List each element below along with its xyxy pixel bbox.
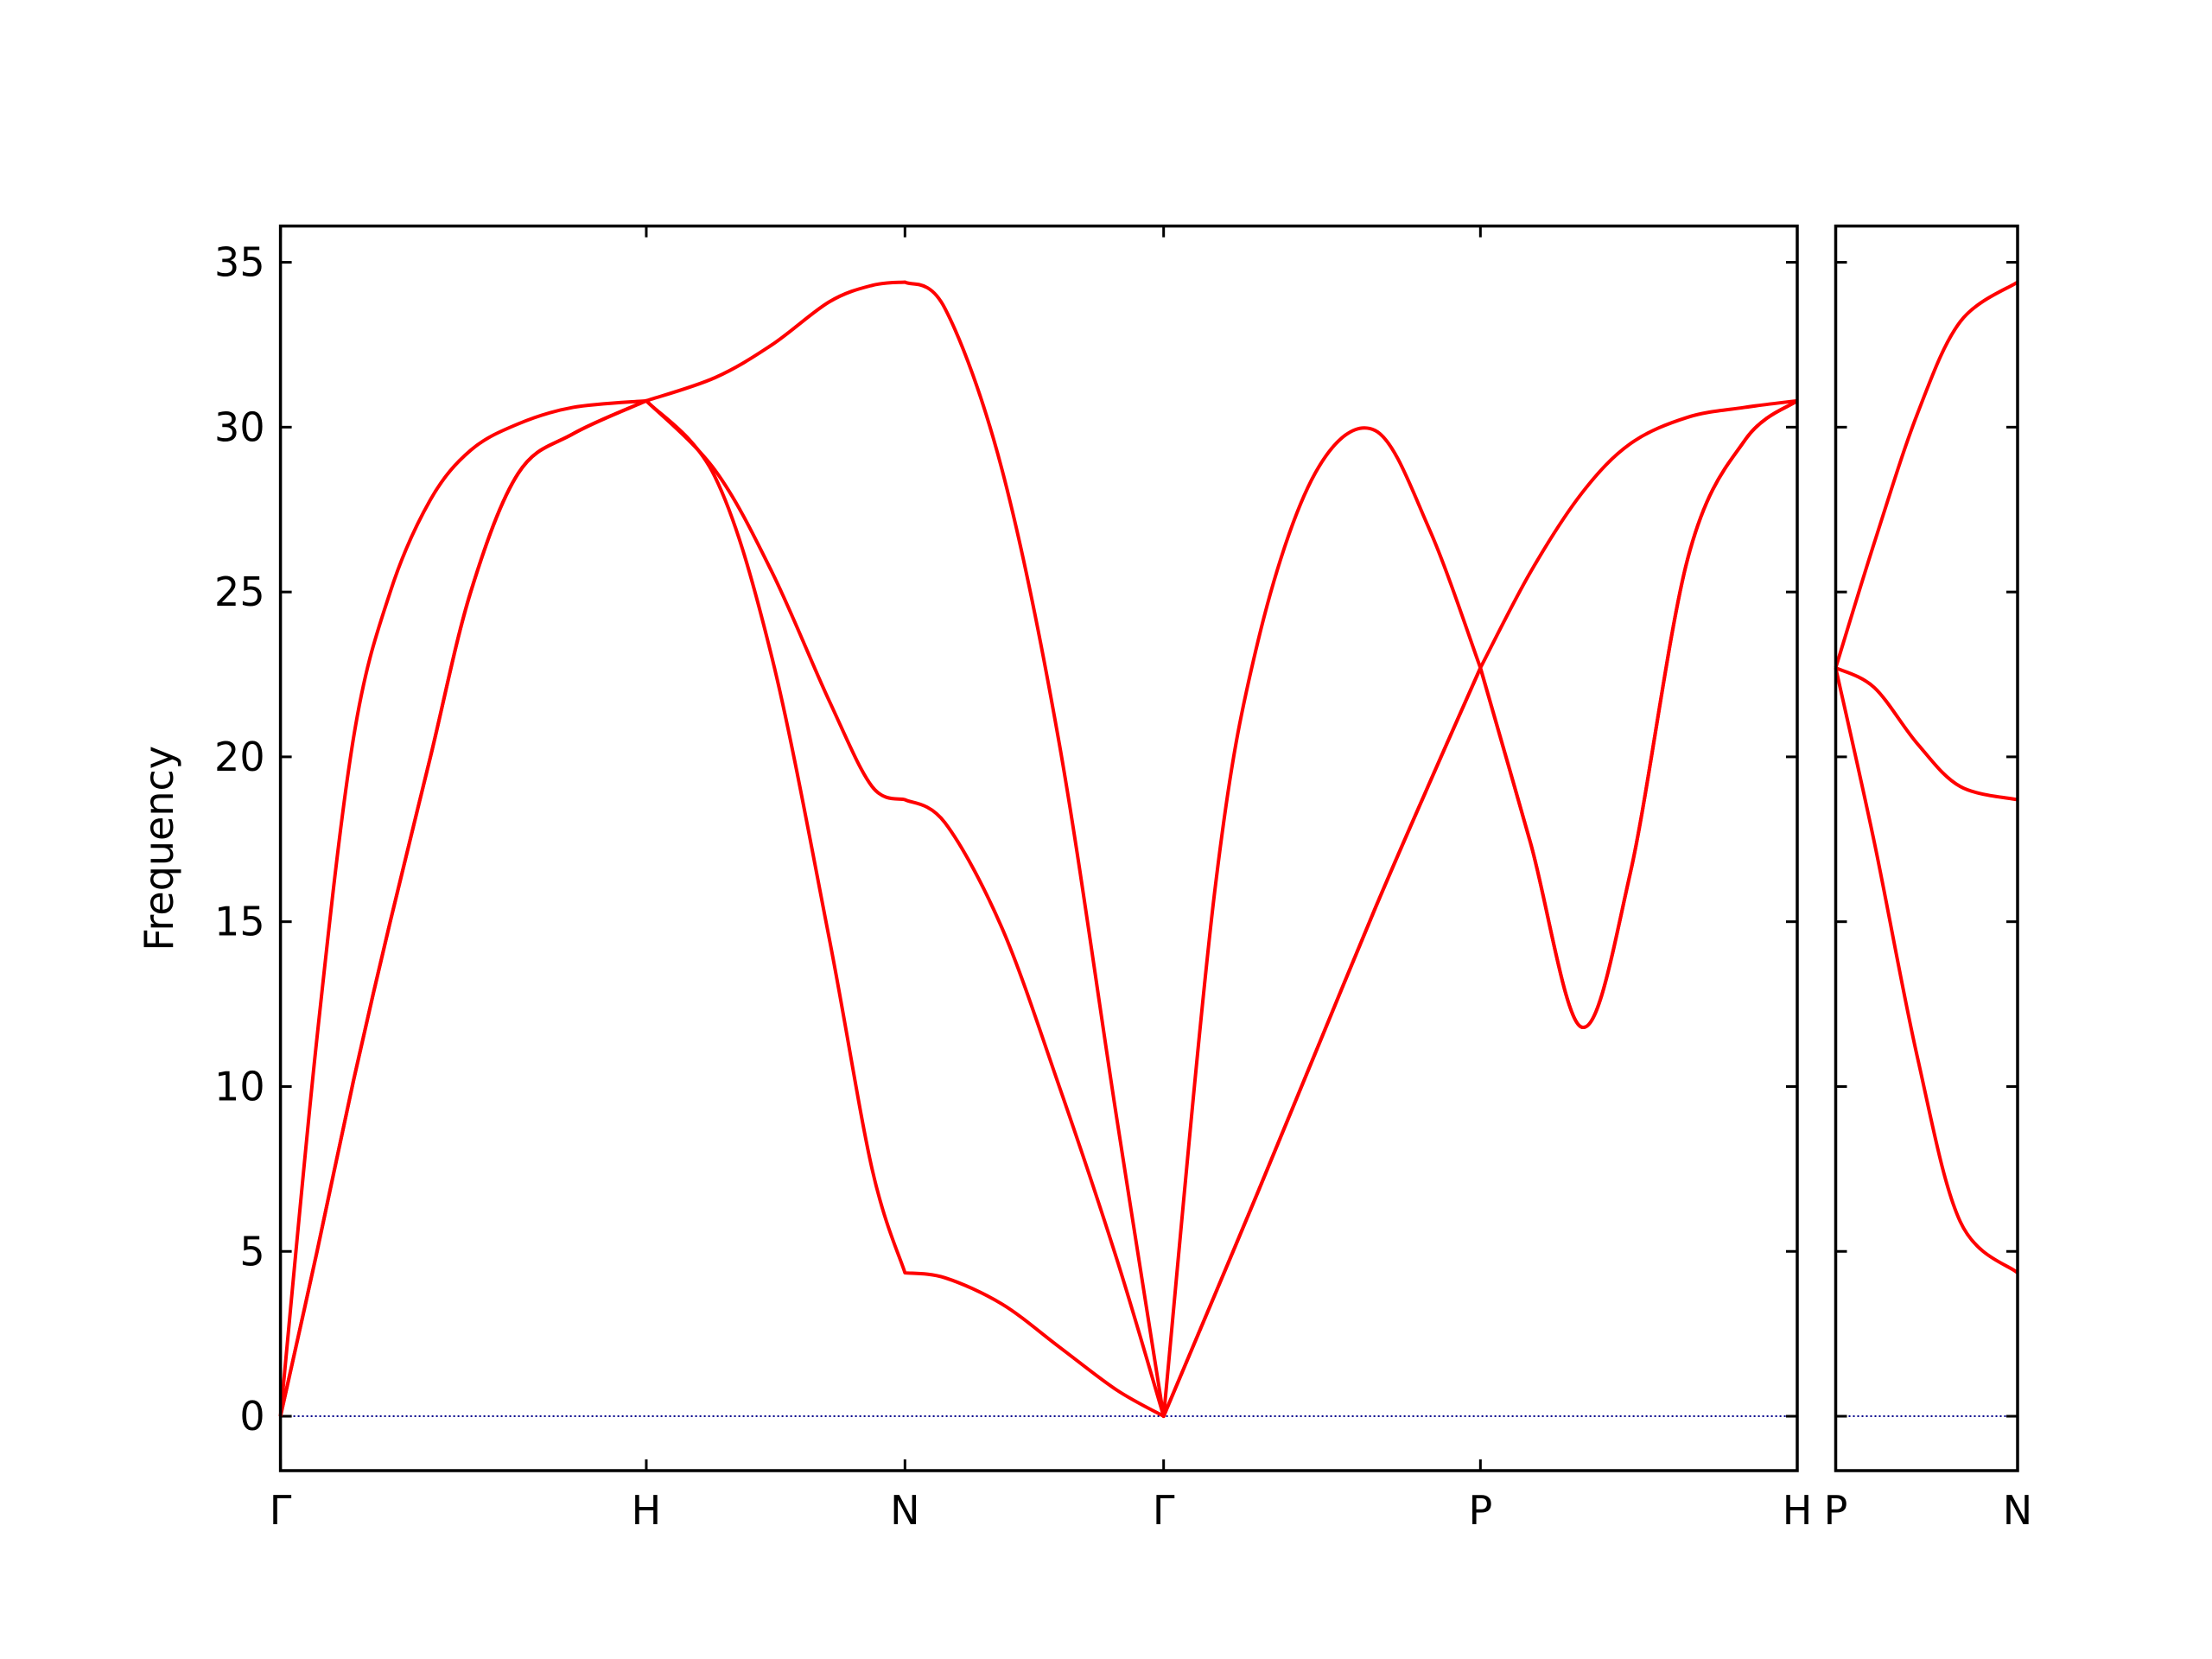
x-tick-label: N	[2003, 1487, 2032, 1534]
band-line	[278, 398, 1799, 1419]
x-tick-label: H	[632, 1487, 662, 1534]
y-axis-label: Frequency	[136, 746, 182, 951]
x-tick-label: Γ	[1153, 1487, 1175, 1534]
x-tick-label: N	[890, 1487, 919, 1534]
band-line	[1834, 667, 2019, 1274]
band-line	[1834, 280, 2019, 669]
axes-frame	[278, 224, 1799, 1472]
axes-frame	[1834, 224, 2019, 1472]
x-tick-label: P	[1824, 1487, 1848, 1534]
x-tick-label: Γ	[270, 1487, 292, 1534]
y-tick-label: 25	[214, 569, 265, 615]
band-line	[1834, 666, 2018, 802]
y-tick-label: 20	[214, 734, 265, 780]
y-tick-label: 10	[214, 1063, 265, 1109]
y-tick-label: 5	[239, 1228, 264, 1274]
y-tick-label: 0	[239, 1393, 264, 1440]
band-line	[278, 280, 1798, 1419]
x-tick-label: P	[1468, 1487, 1492, 1534]
band-line	[278, 398, 1799, 1419]
y-tick-label: 30	[214, 404, 265, 450]
x-tick-label: H	[1783, 1487, 1813, 1534]
y-tick-label: 15	[214, 899, 265, 945]
y-tick-label: 35	[214, 239, 265, 286]
